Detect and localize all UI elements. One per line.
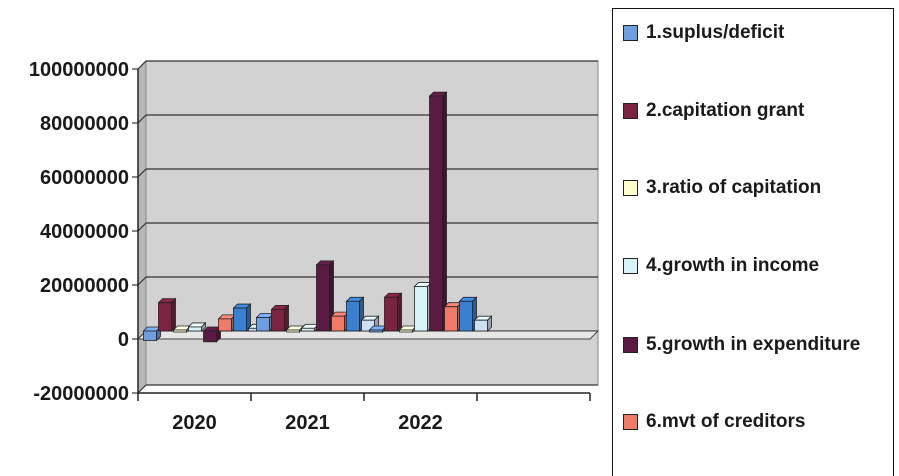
bar-6-mvt-of-creditors-2022 [443,301,463,332]
bar-3-ratio-of-capitation-2021 [285,325,305,333]
grid-line-depth [137,60,147,70]
legend: 1.suplus/deficit 2.capitation grant 3.rati… [612,8,894,476]
legend-swatch [623,25,638,41]
bar-6-mvt-of-creditors-2020 [217,313,237,332]
bar-front [414,286,428,332]
x-tick-label: 2022 [398,412,443,434]
grid-line-depth [137,114,147,124]
y-tick-label: 60000000 [40,167,129,189]
legend-swatch [623,180,638,196]
legend-label: 5.growth in expenditure [646,334,861,355]
bar-front [188,326,202,332]
grid-line-depth [137,168,147,178]
bar-3-ratio-of-capitation-2020 [172,325,192,333]
bar-unnamed-2022 [458,296,478,332]
y-tick-label: 20000000 [40,275,129,297]
y-tick-label: 100000000 [29,59,129,81]
bar-5-growth-in-expenditure-2022 [428,91,448,332]
bar-2-capitation-grant-2021 [270,304,290,332]
chart-plot: -20000000 0 20000000 40000000 60000000 800000… [29,59,600,434]
grid-line-depth [137,384,147,394]
bar-front [256,317,270,332]
legend-swatch [623,103,638,119]
bar-1-suplus-deficit-2021 [255,312,275,332]
bar-1-suplus-deficit-2022 [368,325,388,333]
bar-front [384,296,398,332]
bar-unnamed-2021 [345,296,365,332]
legend-swatch [623,337,638,353]
legend-swatch [623,414,638,430]
y-tick-label: -20000000 [33,383,129,405]
bar-3-ratio-of-capitation-2022 [398,325,418,333]
legend-label: 3.ratio of capitation [646,177,822,198]
bar-4-growth-in-income-2022 [413,281,433,332]
bar-4-growth-in-income-2021 [300,323,320,332]
legend-item: 6.mvt of creditors [623,408,891,435]
legend-item: 4.growth in income [623,252,891,279]
bar-front [429,95,443,332]
bar-front [158,302,172,332]
bar-front [218,318,232,332]
bar-front [474,319,488,332]
bar-front [399,329,413,333]
bar-5-growth-in-expenditure-2020 [202,326,222,343]
legend-item: 3.ratio of capitation [623,174,891,201]
bar-front [271,308,285,332]
x-tick-label: 2020 [172,412,217,434]
legend-label: 1.suplus/deficit [646,22,785,43]
bar-5-growth-in-expenditure-2021 [315,259,335,332]
legend-item: 2.capitation grant [623,97,891,124]
y-tick-label: 40000000 [40,221,129,243]
legend-swatch [623,258,638,274]
bar-front [331,315,345,332]
y-tick-label: 80000000 [40,113,129,135]
bar-front [203,330,217,343]
bar-side [171,297,176,332]
x-tick-label: 2021 [285,412,330,434]
legend-label: 2.capitation grant [646,100,805,121]
bar-front [233,307,247,332]
bar-front [301,327,315,332]
bar-front [286,329,300,333]
bar-front [143,330,157,341]
legend-item: 1.suplus/deficit [623,19,891,46]
y-tick-label: 0 [118,329,129,351]
bar-2-capitation-grant-2020 [157,297,177,332]
legend-label: 4.growth in income [646,255,820,276]
grid-line-depth [137,276,147,286]
bar-front [369,329,383,333]
bar-unnamed-2020 [232,303,252,332]
bar-front [459,300,473,332]
grid-line-depth [137,222,147,232]
bar-unnamed-2022 [473,315,493,332]
bar-6-mvt-of-creditors-2021 [330,311,350,332]
bar-front [173,329,187,333]
bar-side [284,304,289,332]
bar-1-suplus-deficit-2020 [142,326,162,342]
bar-front [444,306,458,332]
legend-item: 5.growth in expenditure [623,331,891,358]
legend-label: 6.mvt of creditors [646,411,806,432]
bar-4-growth-in-income-2020 [187,321,207,332]
bar-side [397,292,402,332]
bar-2-capitation-grant-2022 [383,292,403,332]
bar-side [442,91,447,332]
bar-front [316,264,330,332]
bar-front [346,300,360,332]
